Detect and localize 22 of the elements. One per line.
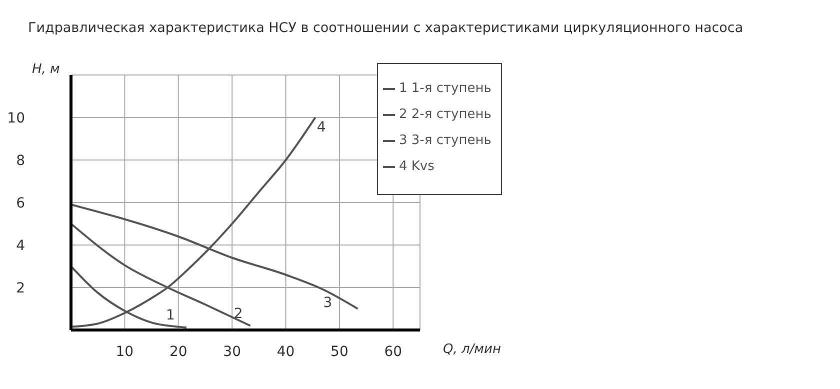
y-axis-title: H, м [32, 62, 60, 77]
x-axis-title: Q, л/мин [443, 342, 501, 357]
legend-label: 2 2-я ступень [398, 106, 492, 124]
x-tick-label: 40 [276, 344, 295, 360]
x-tick-label: 20 [169, 344, 188, 360]
annotation: 3 [323, 294, 332, 311]
x-tick-label: 60 [384, 344, 402, 360]
x-tick-label: 50 [330, 344, 348, 360]
legend-label: 1 1-я ступень [398, 80, 492, 98]
x-tick-label: 10 [116, 344, 134, 360]
y-tick-label: 8 [16, 152, 25, 169]
legend-label: 4 Kvs [398, 158, 436, 176]
x-tick-label: 30 [223, 344, 241, 360]
y-tick-label: 6 [16, 195, 26, 212]
annotation: 1 [166, 307, 175, 324]
annotation: 4 [316, 120, 326, 136]
y-tick-label: 2 [16, 280, 25, 296]
y-tick-label: 4 [16, 238, 26, 254]
y-tick-label: 10 [7, 110, 25, 126]
annotation: 2 [234, 306, 243, 322]
chart-title: Гидравлическая характеристика НСУ в соотношении с характеристиками циркуляционного насоса [28, 20, 744, 36]
legend-label: 3 3-я ступень [398, 132, 492, 150]
